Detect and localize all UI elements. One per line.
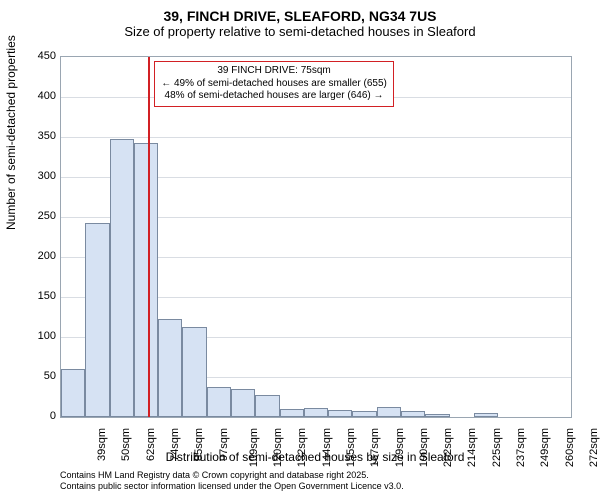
annotation-line-3: 48% of semi-detached houses are larger (… bbox=[161, 90, 387, 103]
y-tick-label: 100 bbox=[38, 330, 56, 342]
x-tick-label: 190sqm bbox=[418, 428, 430, 467]
histogram-bar bbox=[474, 413, 498, 417]
y-tick-label: 400 bbox=[38, 90, 56, 102]
x-tick-label: 132sqm bbox=[297, 428, 309, 467]
x-tick-label: 179sqm bbox=[394, 428, 406, 467]
x-tick-label: 214sqm bbox=[467, 428, 479, 467]
gridline bbox=[61, 137, 571, 138]
x-tick-label: 120sqm bbox=[272, 428, 284, 467]
x-tick-label: 225sqm bbox=[491, 428, 503, 467]
plot-area: 39 FINCH DRIVE: 75sqm← 49% of semi-detac… bbox=[60, 56, 572, 418]
y-tick-label: 200 bbox=[38, 250, 56, 262]
x-tick-label: 50sqm bbox=[120, 428, 132, 461]
y-axis-label: Number of semi-detached properties bbox=[4, 35, 18, 230]
x-tick-label: 155sqm bbox=[345, 428, 357, 467]
annotation-box: 39 FINCH DRIVE: 75sqm← 49% of semi-detac… bbox=[154, 61, 394, 107]
credit-line-1: Contains HM Land Registry data © Crown c… bbox=[60, 470, 580, 481]
histogram-bar bbox=[304, 408, 328, 417]
x-tick-label: 74sqm bbox=[169, 428, 181, 461]
histogram-bar bbox=[207, 387, 231, 417]
histogram-bar bbox=[134, 143, 158, 417]
histogram-bar bbox=[158, 319, 182, 417]
y-tick-label: 450 bbox=[38, 50, 56, 62]
x-tick-label: 62sqm bbox=[145, 428, 157, 461]
chart-container: 39, FINCH DRIVE, SLEAFORD, NG34 7US Size… bbox=[0, 0, 600, 500]
x-tick-label: 202sqm bbox=[442, 428, 454, 467]
x-tick-label: 109sqm bbox=[248, 428, 260, 467]
histogram-bar bbox=[377, 407, 401, 417]
x-tick-label: 272sqm bbox=[588, 428, 600, 467]
histogram-bar bbox=[110, 139, 134, 417]
histogram-bar bbox=[425, 414, 449, 417]
annotation-line-2: ← 49% of semi-detached houses are smalle… bbox=[161, 78, 387, 91]
chart-subtitle: Size of property relative to semi-detach… bbox=[0, 24, 600, 43]
credit-line-2: Contains public sector information licen… bbox=[60, 481, 580, 492]
histogram-bar bbox=[401, 411, 425, 417]
x-tick-label: 260sqm bbox=[564, 428, 576, 467]
y-tick-label: 350 bbox=[38, 130, 56, 142]
property-marker-line bbox=[148, 57, 150, 417]
y-tick-label: 0 bbox=[50, 410, 56, 422]
x-tick-label: 249sqm bbox=[539, 428, 551, 467]
y-tick-label: 150 bbox=[38, 290, 56, 302]
y-tick-label: 250 bbox=[38, 210, 56, 222]
x-tick-label: 85sqm bbox=[193, 428, 205, 461]
y-tick-label: 300 bbox=[38, 170, 56, 182]
x-tick-label: 144sqm bbox=[321, 428, 333, 467]
y-tick-label: 50 bbox=[44, 370, 56, 382]
x-tick-label: 39sqm bbox=[96, 428, 108, 461]
x-tick-label: 97sqm bbox=[218, 428, 230, 461]
histogram-bar bbox=[328, 410, 352, 417]
histogram-bar bbox=[255, 395, 279, 417]
x-tick-label: 237sqm bbox=[515, 428, 527, 467]
histogram-bar bbox=[182, 327, 206, 417]
annotation-line-1: 39 FINCH DRIVE: 75sqm bbox=[161, 65, 387, 78]
histogram-bar bbox=[352, 411, 376, 417]
chart-title: 39, FINCH DRIVE, SLEAFORD, NG34 7US bbox=[0, 0, 600, 24]
credit-text: Contains HM Land Registry data © Crown c… bbox=[60, 470, 580, 492]
x-tick-label: 167sqm bbox=[369, 428, 381, 467]
histogram-bar bbox=[231, 389, 255, 417]
histogram-bar bbox=[85, 223, 109, 417]
histogram-bar bbox=[280, 409, 304, 417]
histogram-bar bbox=[61, 369, 85, 417]
